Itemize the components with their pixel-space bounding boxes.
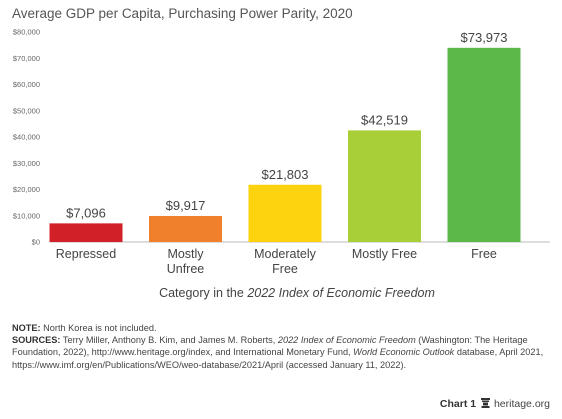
- x-tick-label: Unfree: [167, 262, 205, 276]
- x-tick-label: Mostly: [167, 247, 204, 261]
- sources-weo-title: World Economic Outlook: [353, 347, 455, 358]
- bar-value-label: $21,803: [262, 167, 309, 182]
- note-label: NOTE:: [12, 323, 41, 333]
- y-tick-label: $70,000: [13, 54, 40, 63]
- bar-chart: $0 $10,000 $20,000 $30,000 $40,000 $50,000 $60…: [13, 28, 550, 300]
- sources-text: SOURCES: Terry Miller, Anthony B. Kim, a…: [12, 334, 552, 371]
- sources-part-1: Terry Miller, Anthony B. Kim, and James …: [60, 335, 278, 346]
- note-text: North Korea is not included.: [40, 323, 157, 333]
- bar-value-label: $9,917: [166, 198, 206, 213]
- y-tick-label: $60,000: [13, 80, 40, 89]
- bar: [49, 223, 123, 242]
- y-tick-label: $30,000: [13, 159, 40, 168]
- x-tick-label: Free: [471, 247, 497, 261]
- y-tick-label: $20,000: [13, 185, 40, 194]
- x-tick-label: Repressed: [56, 247, 116, 261]
- x-tick-label: Free: [272, 262, 298, 276]
- y-axis: $0 $10,000 $20,000 $30,000 $40,000 $50,000 $60…: [13, 28, 40, 247]
- bar: [447, 47, 521, 242]
- sources-part-5: database, April 2021, https://www.imf.or…: [12, 347, 544, 370]
- x-tick-label: Mostly Free: [352, 247, 417, 261]
- chart-number: Chart 1: [439, 398, 477, 410]
- sources-part-3: (Washington: The Heritage Foundation, 20…: [12, 335, 528, 358]
- x-axis-label: Category in the 2022 Index of Economic F…: [159, 286, 435, 300]
- bar: [248, 184, 322, 242]
- category-labels: Repressed MostlyUnfreeModeratelyFreeMostl…: [56, 247, 497, 276]
- x-tick-label: Moderately: [254, 247, 317, 261]
- value-labels: $7,096 $9,917 $21,803 $42,519 $73,973: [66, 30, 507, 221]
- bar-value-label: $73,973: [461, 30, 508, 45]
- footer-site-link[interactable]: heritage.org: [493, 398, 550, 410]
- bar-value-label: $7,096: [66, 205, 106, 220]
- sources-label: SOURCES:: [12, 335, 61, 346]
- y-tick-label: $80,000: [13, 28, 40, 37]
- sources-index-title: 2022 Index of Economic Freedom: [277, 335, 416, 346]
- y-tick-label: $10,000: [13, 211, 40, 220]
- chart-notes: NOTE: North Korea is not included. SOURC…: [12, 322, 552, 371]
- x-axis-label-prefix: Category in the: [159, 286, 247, 300]
- y-tick-label: $40,000: [13, 133, 40, 142]
- chart-title: Average GDP per Capita, Purchasing Power…: [12, 6, 353, 21]
- footer: Chart 1 heritage.org: [440, 398, 550, 410]
- bar: [348, 130, 421, 242]
- y-tick-label: $50,000: [13, 106, 40, 115]
- bar-value-label: $42,519: [361, 112, 408, 127]
- y-tick-label: $0: [32, 238, 40, 247]
- bars: [49, 47, 521, 242]
- x-axis-label-italic: 2022 Index of Economic Freedom: [246, 286, 435, 300]
- bar: [149, 215, 222, 242]
- note-line: NOTE: North Korea is not included.: [12, 322, 552, 334]
- heritage-bell-icon: [481, 398, 491, 408]
